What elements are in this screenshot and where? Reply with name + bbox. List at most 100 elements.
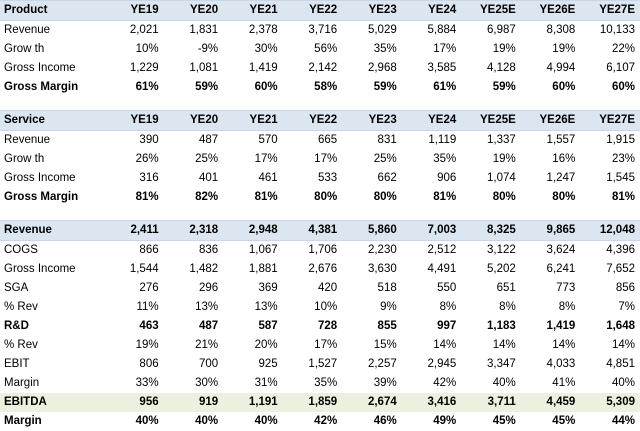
table-cell: YE26E bbox=[520, 0, 581, 21]
table-cell: 587 bbox=[258, 320, 278, 332]
table-cell: 35% bbox=[314, 377, 338, 389]
table-cell: YE24 bbox=[401, 0, 462, 21]
table-cell: 3,624 bbox=[546, 244, 576, 256]
table-cell: 1,119 bbox=[428, 134, 457, 146]
table-cell: 10% bbox=[314, 301, 338, 313]
table-cell: YE25E bbox=[461, 110, 521, 131]
table-cell: 81% bbox=[135, 191, 159, 203]
table-cell: 80% bbox=[492, 191, 516, 203]
table-cell: 276 bbox=[139, 282, 159, 294]
table-cell: 22% bbox=[611, 43, 635, 55]
table-row: Margin 40% 40% 40% 42% 46% 49% 45% 45% 44% bbox=[0, 412, 640, 431]
table-cell: 7% bbox=[618, 301, 635, 313]
table-cell: 487 bbox=[198, 320, 219, 332]
table-cell: 30% bbox=[195, 377, 219, 389]
table-cell: YE25E bbox=[461, 0, 521, 21]
table-cell: YE21 bbox=[223, 110, 283, 131]
table-cell: 59% bbox=[195, 81, 219, 93]
table-cell: 9,865 bbox=[520, 220, 581, 241]
table-cell: 11% bbox=[136, 301, 159, 313]
product-table: Product YE19 YE20 YE21 YE22 YE23 YE24 YE25E YE26… bbox=[0, 0, 640, 97]
table-cell: 41% bbox=[552, 377, 576, 389]
table-cell: 49% bbox=[433, 415, 457, 427]
table-cell: YE24 bbox=[401, 110, 462, 131]
table-cell: 518 bbox=[377, 282, 397, 294]
table-cell: 651 bbox=[496, 282, 516, 294]
table-cell: 61% bbox=[433, 81, 457, 93]
row-label: Service bbox=[0, 110, 105, 131]
table-row: Gross Income 1,229 1,081 1,419 2,142 2,968 3,5… bbox=[0, 59, 640, 78]
table-cell: 23% bbox=[611, 153, 635, 165]
table-cell: 2,021 bbox=[129, 24, 159, 36]
table-cell: 1,527 bbox=[308, 358, 338, 370]
table-cell: 997 bbox=[437, 320, 457, 332]
table-cell: 10,133 bbox=[599, 24, 635, 36]
table-cell: 40% bbox=[195, 415, 219, 427]
table-cell: 1,081 bbox=[189, 62, 219, 74]
table-cell: 2,257 bbox=[367, 358, 397, 370]
table-cell: 1,859 bbox=[282, 393, 343, 412]
table-cell: 31% bbox=[254, 377, 278, 389]
table-cell: 5,884 bbox=[427, 24, 457, 36]
table-cell: 1,482 bbox=[189, 263, 219, 275]
table-cell: 956 bbox=[104, 393, 164, 412]
table-cell: 1,544 bbox=[129, 263, 159, 275]
row-label: COGS bbox=[4, 244, 38, 256]
table-cell: 40% bbox=[611, 377, 635, 389]
table-cell: 35% bbox=[433, 153, 457, 165]
row-label: Margin bbox=[4, 377, 40, 389]
table-cell: 3,716 bbox=[308, 24, 338, 36]
row-label: Gross Income bbox=[4, 62, 76, 74]
table-cell: 14% bbox=[552, 339, 576, 351]
row-label: EBITDA bbox=[0, 393, 105, 412]
table-cell: 12,048 bbox=[580, 220, 640, 241]
table-cell: 8,325 bbox=[461, 220, 521, 241]
table-cell: 40% bbox=[135, 415, 159, 427]
table-cell: 4,033 bbox=[546, 358, 576, 370]
table-cell: 2,142 bbox=[308, 62, 338, 74]
table-cell: 6,987 bbox=[487, 24, 516, 36]
table-cell: 2,674 bbox=[342, 393, 402, 412]
table-cell: 773 bbox=[556, 282, 576, 294]
table-cell: 1,183 bbox=[487, 320, 516, 332]
table-cell: 1,191 bbox=[223, 393, 283, 412]
table-cell: 369 bbox=[258, 282, 278, 294]
table-cell: 700 bbox=[198, 358, 219, 370]
table-cell: 44% bbox=[611, 415, 635, 427]
table-row: Gross Margin 61% 59% 60% 58% 59% 61% 59% 60% 60% bbox=[0, 78, 640, 97]
table-cell: 4,851 bbox=[606, 358, 635, 370]
table-cell: 60% bbox=[611, 81, 635, 93]
row-label: R&D bbox=[4, 320, 29, 332]
row-label: Product bbox=[0, 0, 105, 21]
table-cell: 1,648 bbox=[606, 320, 635, 332]
consolidated-table: Revenue 2,411 2,318 2,948 4,381 5,860 7,003 8,3… bbox=[0, 220, 640, 431]
table-cell: 919 bbox=[163, 393, 224, 412]
table-cell: 60% bbox=[552, 81, 576, 93]
table-row: Grow th 26% 25% 17% 17% 25% 35% 19% 16% 23% bbox=[0, 150, 640, 169]
table-cell: 13% bbox=[254, 301, 278, 313]
table-row: % Rev 19% 21% 20% 17% 15% 14% 14% 14% 14% bbox=[0, 336, 640, 355]
table-cell: 4,396 bbox=[606, 244, 635, 256]
table-row: Margin 33% 30% 31% 35% 39% 42% 40% 41% 40% bbox=[0, 374, 640, 393]
table-cell: 1,337 bbox=[487, 134, 516, 146]
table-cell: 1,419 bbox=[248, 62, 278, 74]
table-cell: 316 bbox=[139, 172, 159, 184]
table-cell: YE27E bbox=[580, 0, 640, 21]
table-cell: 3,416 bbox=[401, 393, 462, 412]
table-cell: 463 bbox=[139, 320, 159, 332]
table-cell: 831 bbox=[377, 134, 397, 146]
row-label: Grow th bbox=[4, 43, 45, 55]
table-cell: 1,074 bbox=[487, 172, 516, 184]
row-label: SGA bbox=[4, 282, 29, 294]
table-cell: 25% bbox=[373, 153, 397, 165]
table-cell: YE27E bbox=[580, 110, 640, 131]
table-cell: 61% bbox=[135, 81, 159, 93]
table-cell: 3,122 bbox=[487, 244, 516, 256]
table-cell: 45% bbox=[552, 415, 576, 427]
table-cell: 2,676 bbox=[308, 263, 338, 275]
table-cell: 15% bbox=[373, 339, 397, 351]
table-cell: 59% bbox=[373, 81, 397, 93]
row-label: Grow th bbox=[4, 153, 45, 165]
table-row: Gross Income 316 401 461 533 662 906 1,074 1,247… bbox=[0, 169, 640, 188]
table-cell: 19% bbox=[552, 43, 576, 55]
